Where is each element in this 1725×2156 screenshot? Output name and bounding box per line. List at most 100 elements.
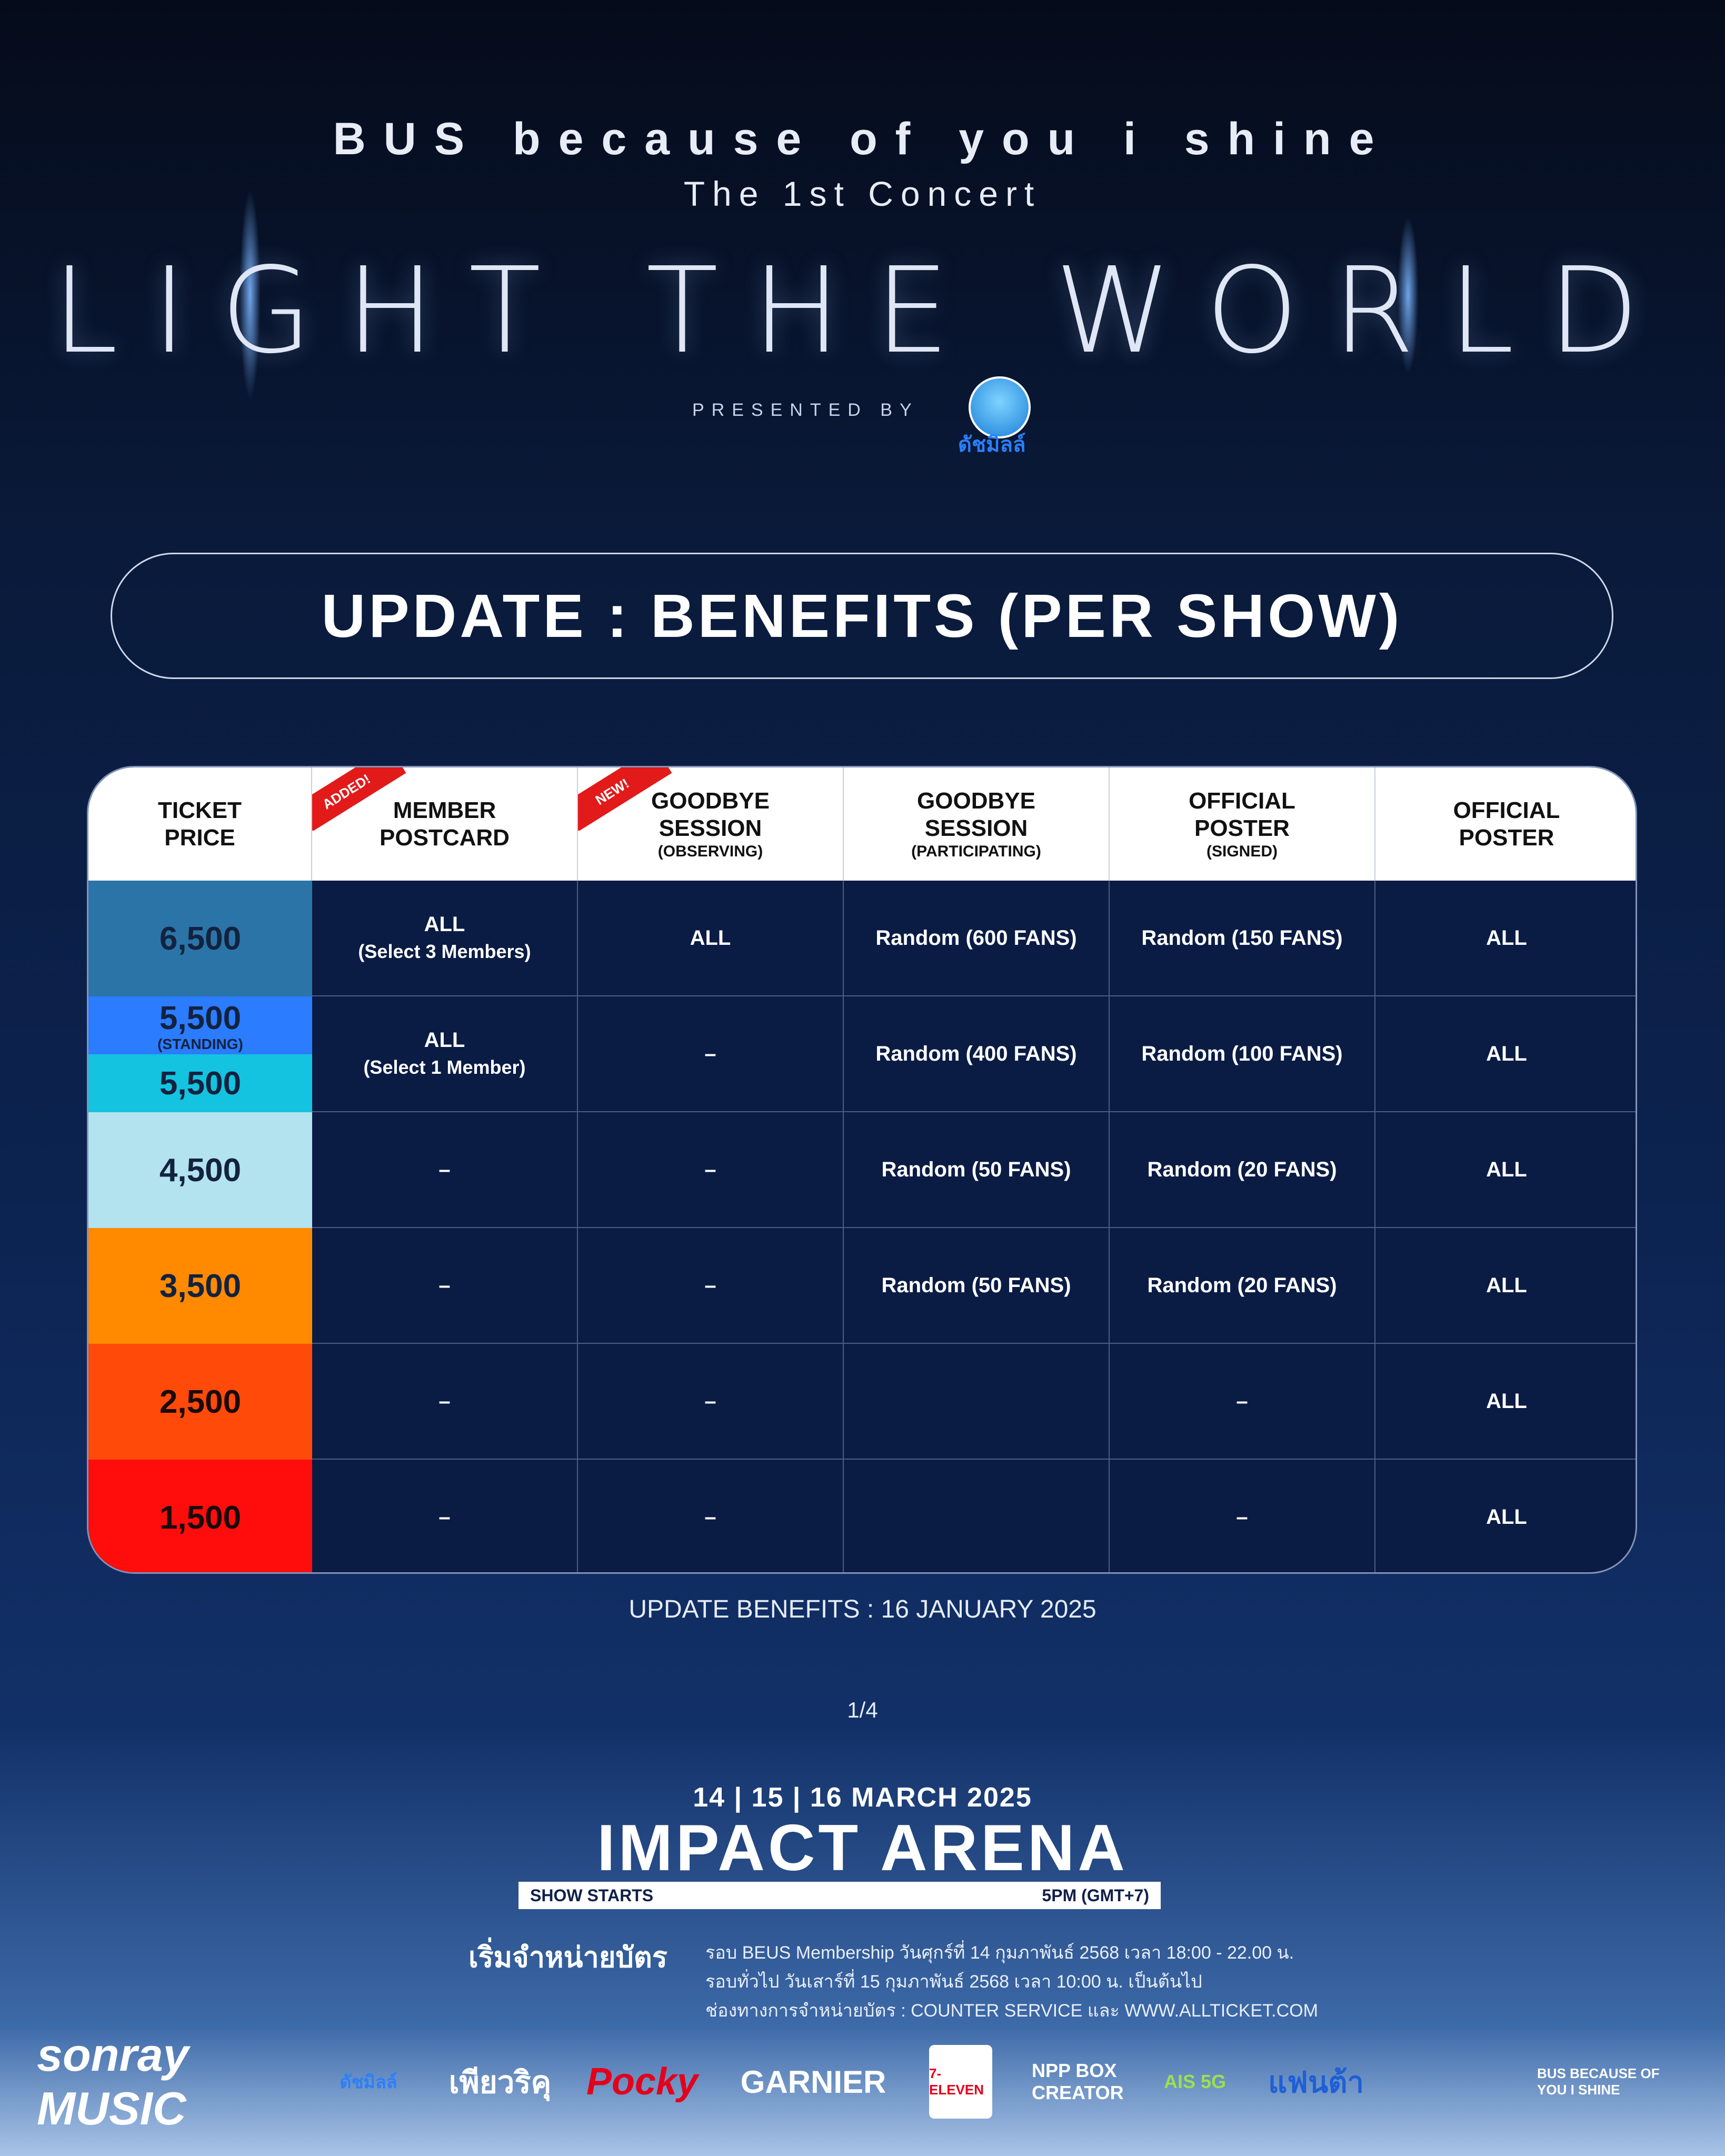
cell-value: – [704, 1042, 716, 1065]
sponsor-name: ดัชมิลล์ [958, 433, 1026, 456]
cell-value: – [1236, 1505, 1248, 1529]
ribbon-label: ADDED! [312, 767, 406, 831]
event-dates: 14 | 15 | 16 MARCH 2025 [693, 1782, 1032, 1813]
observing-cell: – [578, 1228, 844, 1344]
header-title-line: PRICE [164, 824, 235, 851]
cell-value: Random (50 FANS) [881, 1274, 1071, 1297]
header-subtitle: (SIGNED) [1206, 842, 1278, 860]
signed-poster-cell: – [1110, 1344, 1375, 1460]
venue-name: IMPACT ARENA [597, 1812, 1128, 1884]
table-row: ALL (Select 3 Members) ALL Random (600 FANS… [88, 881, 1636, 996]
header-ribbon: ADDED! [312, 767, 412, 831]
cell-value: – [438, 1274, 451, 1297]
ticket-price-cell: 5,500 (STANDING) [88, 996, 312, 1054]
postcard-cell: ALL (Select 3 Members) [312, 881, 578, 996]
ticket-sale-title: เริ่มจำหน่ายบัตร [468, 1942, 667, 1973]
signed-poster-cell: – [1110, 1460, 1375, 1572]
cell-value: – [704, 1274, 716, 1297]
presented-by-label: PRESENTED BY [692, 400, 919, 420]
observing-cell: ALL [578, 881, 844, 996]
ticket-price-cell: 6,500 [88, 881, 312, 996]
ticket-price-cell: 4,500 [88, 1112, 312, 1228]
ticket-price-value: 1,500 [159, 1499, 242, 1536]
cell-value: – [704, 1390, 716, 1413]
cell-value: ALL [424, 1029, 465, 1052]
header-title-line: POSTCARD [380, 824, 510, 851]
cell-value: – [1236, 1390, 1248, 1413]
cell-value: ALL [1486, 926, 1527, 950]
signed-poster-cell: Random (20 FANS) [1110, 1228, 1375, 1344]
header-title-line: OFFICIAL [1189, 787, 1295, 814]
header-subtitle: (OBSERVING) [657, 842, 763, 860]
cell-value: Random (20 FANS) [1147, 1158, 1337, 1181]
poster-cell: ALL [1375, 1112, 1636, 1228]
signed-poster-cell: Random (20 FANS) [1110, 1112, 1375, 1228]
concert-subtitle: The 1st Concert [683, 174, 1042, 213]
cell-value: – [704, 1158, 716, 1181]
ticket-price-value: 3,500 [159, 1267, 242, 1304]
ticket-price-cell: 3,500 [88, 1228, 312, 1344]
ticket-price-value: 5,500 [159, 1000, 242, 1036]
postcard-cell: – [312, 1228, 578, 1344]
header-title-line: MEMBER [393, 797, 496, 823]
ticket-price-value: 6,500 [159, 920, 242, 957]
dutchmill-logo-icon [969, 376, 1031, 438]
header-poster: OFFICIAL POSTER [1375, 767, 1636, 881]
cell-value: Random (50 FANS) [881, 1158, 1071, 1181]
npp-logo-icon: NPP BOX CREATOR [1032, 2060, 1124, 2103]
header-ribbon: NEW! [578, 767, 678, 831]
cell-value: ALL [1486, 1274, 1527, 1297]
cell-value: – [438, 1390, 451, 1413]
cell-value: Random (150 FANS) [1141, 926, 1343, 950]
bus-logo-icon: BUS BECAUSE OF YOU I SHINE [1537, 2065, 1660, 2098]
poster-cell: ALL [1375, 1460, 1636, 1572]
show-starts-bar: SHOW STARTS 5PM (GMT+7) [519, 1882, 1161, 1909]
cell-value: ALL [1486, 1390, 1527, 1413]
ribbon-label: NEW! [578, 767, 672, 831]
postcard-cell: – [312, 1112, 578, 1228]
postcard-cell: ALL (Select 1 Member) [312, 996, 578, 1112]
header-title-line: SESSION [659, 815, 762, 841]
observing-cell: – [578, 1460, 844, 1572]
header-title-line: POSTER [1194, 815, 1290, 841]
ticket-price-value: 4,500 [159, 1152, 242, 1189]
concert-title: LIGHT THE WORLD [52, 242, 1673, 380]
participating-cell: Random (600 FANS) [844, 881, 1110, 996]
postcard-cell: – [312, 1344, 578, 1460]
header-title-line: GOODBYE [651, 787, 770, 814]
header-member-postcard: MEMBER POSTCARD ADDED! [312, 767, 578, 881]
update-date-note: UPDATE BENEFITS : 16 JANUARY 2025 [629, 1595, 1096, 1623]
observing-cell: – [578, 996, 844, 1112]
seven-eleven-logo-icon: 7-ELEVEN [929, 2045, 992, 2119]
observing-cell: – [578, 1112, 844, 1228]
ticket-price-cell: 2,500 [88, 1344, 312, 1460]
header-title-line: POSTER [1459, 824, 1554, 851]
standing-note: (STANDING) [157, 1035, 243, 1052]
observing-cell: – [578, 1344, 844, 1460]
cell-value: Random (400 FANS) [875, 1042, 1077, 1065]
ticket-price-cell: 5,500 [88, 1054, 312, 1112]
sale-membership-line: รอบ BEUS Membership วันศุกร์ที่ 14 กุมภา… [705, 1943, 1294, 1963]
poster-cell: ALL [1375, 996, 1636, 1112]
sale-channel-line: ช่องทางการจำหน่ายบัตร : COUNTER SERVICE … [705, 2001, 1318, 2021]
participating-cell [844, 1344, 1110, 1460]
show-starts-label: SHOW STARTS [530, 1885, 654, 1905]
fanta-logo-icon: แฟนต้า [1268, 2065, 1364, 2099]
cell-value: ALL [1486, 1042, 1527, 1065]
participating-cell [844, 1460, 1110, 1572]
table-header: TICKET PRICE MEMBER POSTCARD ADDED! GOODBYE SE… [88, 767, 1636, 881]
table-row: – – – ALL [88, 1460, 1636, 1572]
cell-value: ALL [690, 926, 731, 950]
signed-poster-cell: Random (100 FANS) [1110, 996, 1375, 1112]
ticket-price-value: 5,500 [159, 1065, 242, 1102]
poster-cell: ALL [1375, 1344, 1636, 1460]
ais-5g-logo-icon: AIS 5G [1163, 2071, 1227, 2092]
header-title-line: GOODBYE [917, 787, 1035, 814]
cell-subvalue: (Select 3 Members) [358, 941, 531, 962]
table-row: – – Random (50 FANS) Random (20 FANS) ALL [88, 1228, 1636, 1344]
header-title-line: TICKET [158, 797, 242, 823]
cell-value: ALL [1486, 1158, 1527, 1181]
table-row: – – Random (50 FANS) Random (20 FANS) ALL [88, 1112, 1636, 1228]
table-row: – – – ALL [88, 1344, 1636, 1460]
poster-cell: ALL [1375, 881, 1636, 996]
